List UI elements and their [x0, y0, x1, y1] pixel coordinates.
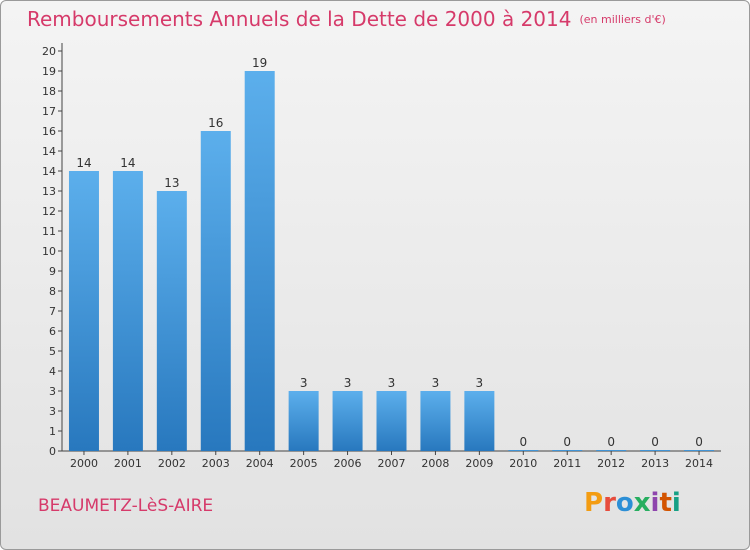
bar [244, 71, 275, 451]
bar [288, 391, 319, 451]
bar [596, 450, 627, 451]
y-tick-label: 14 [42, 165, 56, 178]
bars [68, 71, 715, 451]
x-tick-label: 2001 [114, 457, 142, 470]
data-labels: 14 14 13 16 19 3 3 3 3 3 0 0 0 0 0 [76, 56, 703, 449]
y-tick-label: 18 [42, 85, 56, 98]
y-tick-label: 17 [42, 105, 56, 118]
proxiti-logo: Proxiti [584, 488, 681, 518]
x-tick-label: 2005 [290, 457, 318, 470]
bar [420, 391, 451, 451]
data-label: 13 [164, 176, 179, 190]
y-tick-label: 0 [49, 445, 56, 458]
x-tick-label: 2014 [685, 457, 713, 470]
x-tick-label: 2006 [334, 457, 362, 470]
y-tick-label: 1 [49, 425, 56, 438]
bar [156, 191, 187, 451]
y-tick-label: 14 [42, 145, 56, 158]
bar [684, 450, 715, 451]
bar [376, 391, 407, 451]
y-tick-label: 11 [42, 225, 56, 238]
x-tick-label: 2003 [202, 457, 230, 470]
y-tick-label: 13 [42, 185, 56, 198]
chart-title: Remboursements Annuels de la Dette de 20… [27, 7, 666, 31]
bar [508, 450, 539, 451]
y-tick-label: 9 [49, 265, 56, 278]
y-tick-label: 4 [49, 365, 56, 378]
commune-name: BEAUMETZ-LèS-AIRE [38, 496, 214, 516]
bar [640, 450, 671, 451]
x-axis: 2000 2001 2002 2003 2004 2005 2006 2007 2008 2009… [62, 450, 721, 470]
chart-title-text: Remboursements Annuels de la Dette de 20… [27, 7, 572, 31]
data-label: 0 [651, 435, 659, 449]
logo-letter: t [659, 488, 672, 518]
bar [332, 391, 363, 451]
y-tick-label: 6 [49, 325, 56, 338]
bar [200, 131, 231, 451]
data-label: 16 [208, 116, 223, 130]
data-label: 0 [563, 435, 571, 449]
bar [68, 171, 99, 451]
y-tick-label: 10 [42, 245, 56, 258]
y-tick-label: 20 [42, 45, 56, 58]
data-label: 3 [300, 376, 308, 390]
data-label: 3 [476, 376, 484, 390]
logo-letter: P [584, 488, 604, 518]
x-tick-label: 2009 [465, 457, 493, 470]
x-tick-label: 2000 [70, 457, 98, 470]
chart-subtitle: (en milliers d'€) [579, 13, 666, 26]
bar [552, 450, 583, 451]
y-tick-label: 16 [42, 125, 56, 138]
y-tick-label: 3 [49, 405, 56, 418]
logo-letter: o [615, 488, 634, 518]
x-tick-label: 2011 [553, 457, 581, 470]
x-tick-label: 2013 [641, 457, 669, 470]
logo-letter: i [671, 488, 681, 518]
logo-letter: x [633, 488, 651, 518]
y-tick-label: 8 [49, 285, 56, 298]
data-label: 14 [76, 156, 91, 170]
x-tick-label: 2002 [158, 457, 186, 470]
data-label: 0 [519, 435, 527, 449]
bar [464, 391, 495, 451]
data-label: 0 [607, 435, 615, 449]
logo-letter: r [603, 488, 616, 518]
bar [112, 171, 143, 451]
data-label: 3 [388, 376, 396, 390]
x-tick-label: 2008 [421, 457, 449, 470]
data-label: 3 [432, 376, 440, 390]
data-label: 19 [252, 56, 267, 70]
y-tick-label: 3 [49, 385, 56, 398]
data-label: 0 [695, 435, 703, 449]
x-tick-label: 2010 [509, 457, 537, 470]
x-tick-label: 2012 [597, 457, 625, 470]
x-tick-label: 2007 [378, 457, 406, 470]
y-tick-label: 12 [42, 205, 56, 218]
y-tick-label: 5 [49, 345, 56, 358]
y-tick-label: 19 [42, 65, 56, 78]
y-tick-label: 7 [49, 305, 56, 318]
logo-letter: i [650, 488, 660, 518]
data-label: 3 [344, 376, 352, 390]
x-tick-label: 2004 [246, 457, 274, 470]
data-label: 14 [120, 156, 135, 170]
